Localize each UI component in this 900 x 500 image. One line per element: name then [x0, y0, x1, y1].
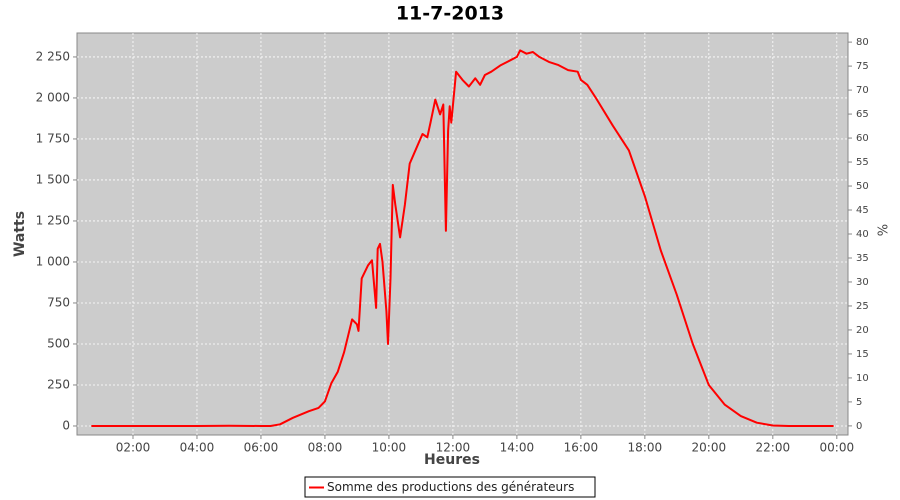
y2-tick-label: 25 — [856, 301, 869, 312]
x-tick-label: 10:00 — [372, 441, 407, 455]
x-tick-label: 20:00 — [692, 441, 727, 455]
y-tick-label: 500 — [47, 336, 70, 350]
y2-axis-label: % — [877, 224, 892, 236]
y2-tick-label: 5 — [856, 397, 862, 408]
y-tick-label: 1 000 — [36, 254, 70, 268]
chart-title: 11-7-2013 — [396, 3, 504, 25]
y-tick-label: 0 — [62, 418, 70, 432]
y2-tick-label: 10 — [856, 373, 869, 384]
x-tick-label: 18:00 — [628, 441, 663, 455]
y2-tick-label: 70 — [856, 85, 869, 96]
legend: Somme des productions des générateurs — [304, 476, 596, 498]
y2-tick-label: 15 — [856, 349, 869, 360]
x-tick-label: 22:00 — [756, 441, 791, 455]
x-tick-label: 06:00 — [244, 441, 279, 455]
series-line — [91, 49, 834, 427]
x-tick-label: 16:00 — [564, 441, 599, 455]
y2-tick-label: 40 — [856, 229, 869, 240]
y2-tick-label: 65 — [856, 109, 869, 120]
y2-tick-label: 35 — [856, 253, 869, 264]
y2-tick-label: 75 — [856, 61, 869, 72]
y-tick-label: 2 250 — [36, 49, 70, 63]
x-tick-label: 12:00 — [436, 441, 471, 455]
y-tick-label: 2 000 — [36, 90, 70, 104]
x-tick-label: 00:00 — [820, 441, 855, 455]
y-tick-label: 1 500 — [36, 172, 70, 186]
y-tick-label: 250 — [47, 377, 70, 391]
y2-tick-label: 45 — [856, 205, 869, 216]
y-tick-label: 1 750 — [36, 131, 70, 145]
y-axis-label: Watts — [12, 211, 28, 257]
x-axis-label: Heures — [424, 452, 480, 468]
x-tick-label: 08:00 — [308, 441, 343, 455]
y2-tick-label: 55 — [856, 157, 869, 168]
y2-tick-label: 30 — [856, 277, 869, 288]
y-tick-label: 750 — [47, 295, 70, 309]
y2-tick-label: 20 — [856, 325, 869, 336]
x-tick-label: 04:00 — [180, 441, 215, 455]
legend-label: Somme des productions des générateurs — [327, 480, 574, 494]
grid — [77, 33, 848, 435]
y2-tick-label: 50 — [856, 181, 869, 192]
y2-tick-label: 80 — [856, 37, 869, 48]
y-tick-label: 1 250 — [36, 213, 70, 227]
y2-tick-label: 0 — [856, 421, 862, 432]
plot-area — [76, 32, 849, 436]
y2-tick-label: 60 — [856, 133, 869, 144]
x-tick-label: 14:00 — [500, 441, 535, 455]
legend-box — [304, 476, 596, 498]
x-tick-label: 02:00 — [116, 441, 151, 455]
